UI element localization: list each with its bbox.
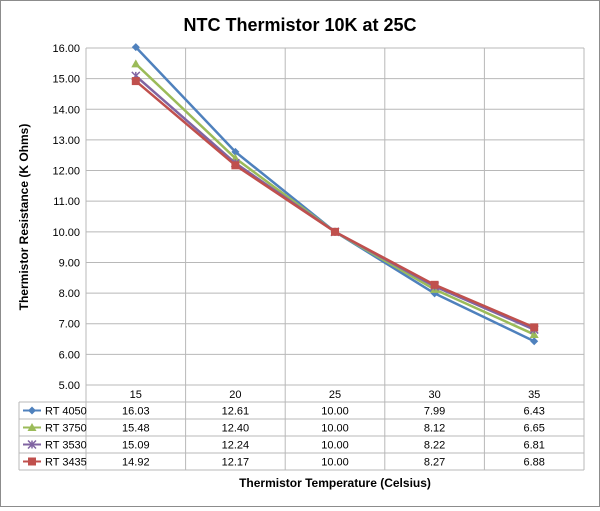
table-value-cell: 10.00 — [321, 457, 349, 469]
y-tick-label: 15.00 — [52, 74, 80, 86]
table-value-cell: 14.92 — [122, 457, 150, 469]
y-axis-title: Thermistor Resistance (K Ohms) — [17, 124, 31, 311]
legend-entry: RT 3750 — [45, 423, 87, 435]
table-value-cell: 12.24 — [222, 440, 250, 452]
legend-entry: RT 3530 — [45, 440, 87, 452]
data-point — [131, 77, 140, 86]
table-value-cell: 8.27 — [424, 457, 445, 469]
y-tick-label: 16.00 — [52, 43, 80, 55]
x-category-label: 35 — [528, 389, 540, 401]
data-point — [131, 59, 141, 68]
table-value-cell: 6.43 — [523, 406, 544, 418]
series-line — [134, 46, 535, 343]
legend-entry: RT 4050 — [45, 406, 87, 418]
legend-marker — [28, 457, 36, 466]
data-table: 15 20 25 30 35 RT 4050 16.03 12.61 10.00 7.99 6.43… — [18, 384, 584, 471]
table-value-cell: 15.48 — [122, 423, 150, 435]
table-value-cell: 6.65 — [523, 423, 544, 435]
table-value-cell: 10.00 — [321, 423, 349, 435]
y-tick-label: 12.00 — [52, 166, 80, 178]
y-tick-label: 11.00 — [53, 196, 80, 208]
table-value-cell: 15.09 — [122, 440, 150, 452]
y-tick-label: 14.00 — [52, 104, 80, 116]
series-lines — [131, 43, 539, 346]
data-point — [231, 147, 240, 156]
table-value-cell: 6.88 — [523, 457, 544, 469]
series-rt-4050 — [131, 43, 539, 346]
data-point — [131, 43, 140, 52]
data-point — [231, 161, 240, 170]
legend-entry: RT 3435 — [45, 457, 87, 469]
legend-key — [23, 439, 41, 450]
table-value-cell: 12.40 — [222, 423, 250, 435]
table-value-cell: 10.00 — [321, 440, 349, 452]
x-category-label: 30 — [428, 389, 440, 401]
x-category-label: 15 — [130, 389, 142, 401]
legend-key — [23, 406, 41, 415]
series-rt-3750 — [131, 59, 539, 338]
y-axis-ticks: 5.00 6.00 7.00 8.00 9.00 10.00 11.00 12.00 13.00… — [52, 43, 80, 392]
legend-key — [23, 457, 41, 466]
y-tick-label: 7.00 — [59, 319, 80, 331]
data-point — [530, 337, 539, 346]
data-point — [331, 227, 339, 236]
series-rt-3435 — [131, 77, 539, 332]
table-value-cell: 16.03 — [122, 406, 150, 418]
chart-title: NTC Thermistor 10K at 25C — [183, 15, 416, 35]
table-value-cell: 7.99 — [424, 406, 445, 418]
series-line — [134, 74, 535, 331]
series-line — [134, 80, 535, 329]
y-tick-label: 6.00 — [59, 349, 80, 361]
y-tick-label: 8.00 — [59, 288, 80, 300]
table-value-cell: 12.61 — [222, 406, 250, 418]
x-axis-title: Thermistor Temperature (Celsius) — [239, 476, 431, 490]
y-tick-label: 9.00 — [59, 257, 80, 269]
legend-key — [23, 423, 41, 431]
data-point — [430, 280, 439, 289]
table-value-cell: 6.81 — [523, 440, 544, 452]
y-tick-label: 13.00 — [52, 135, 80, 147]
series-rt-3530 — [131, 71, 539, 335]
x-category-label: 25 — [329, 389, 341, 401]
table-value-cell: 12.17 — [222, 457, 250, 469]
data-point — [530, 323, 539, 332]
table-value-cell: 8.22 — [424, 440, 445, 452]
legend-marker — [27, 439, 37, 450]
table-value-cell: 8.12 — [424, 423, 445, 435]
series-line — [134, 63, 535, 336]
legend-marker — [28, 406, 36, 415]
y-tick-label: 10.00 — [52, 227, 80, 239]
data-point — [529, 329, 539, 338]
y-tick-label: 5.00 — [59, 380, 80, 392]
table-value-cell: 10.00 — [321, 406, 349, 418]
x-category-label: 20 — [229, 389, 241, 401]
legend-marker — [27, 423, 37, 431]
